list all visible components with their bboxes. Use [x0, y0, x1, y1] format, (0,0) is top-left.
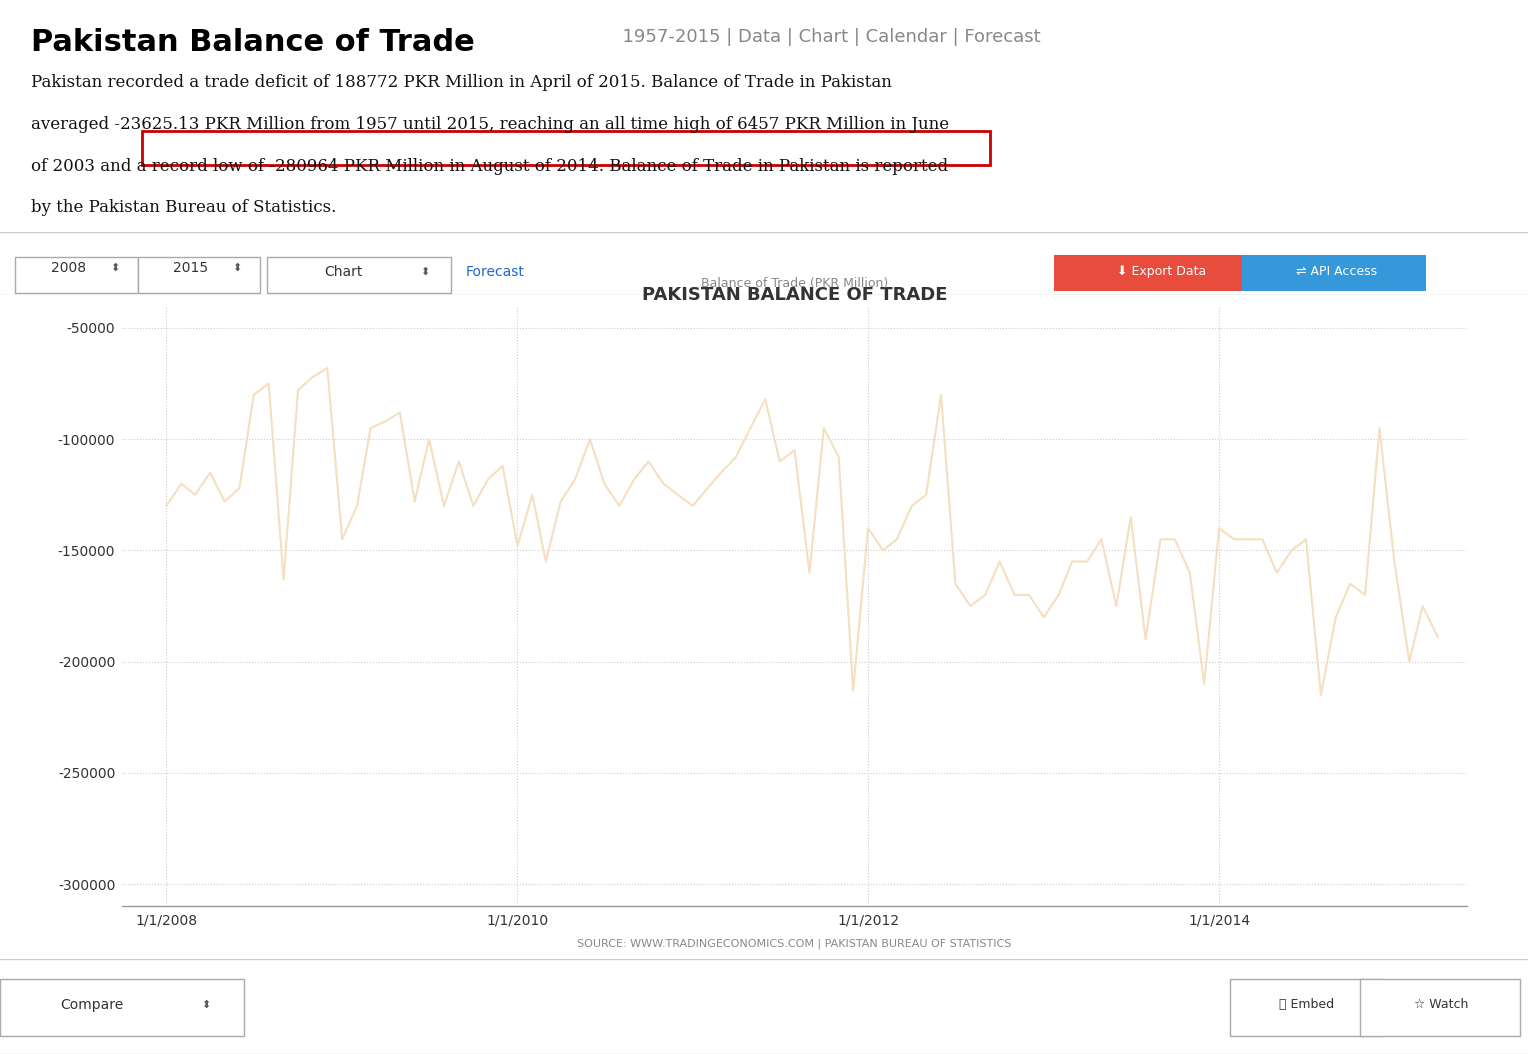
Text: 🖼 Embed: 🖼 Embed — [1279, 998, 1334, 1011]
Text: ⬍: ⬍ — [110, 262, 119, 273]
Text: Pakistan recorded a trade deficit of 188772 PKR Million in April of 2015. Balanc: Pakistan recorded a trade deficit of 188… — [31, 74, 891, 92]
Text: ⇌ API Access: ⇌ API Access — [1296, 266, 1378, 278]
Text: ⬍: ⬍ — [232, 262, 241, 273]
Text: SOURCE: WWW.TRADINGECONOMICS.COM | PAKISTAN BUREAU OF STATISTICS: SOURCE: WWW.TRADINGECONOMICS.COM | PAKIS… — [578, 938, 1012, 949]
Text: ⬇ Export Data: ⬇ Export Data — [1117, 266, 1206, 278]
Text: ☆ Watch: ☆ Watch — [1413, 998, 1468, 1011]
Text: averaged -23625.13 PKR Million from 1957 until 2015, reaching an all time high o: averaged -23625.13 PKR Million from 1957… — [31, 116, 949, 133]
Text: Compare: Compare — [60, 998, 124, 1012]
Text: 2008: 2008 — [52, 261, 86, 275]
FancyBboxPatch shape — [1360, 979, 1520, 1036]
Text: by the Pakistan Bureau of Statistics.: by the Pakistan Bureau of Statistics. — [31, 199, 336, 216]
Title: PAKISTAN BALANCE OF TRADE: PAKISTAN BALANCE OF TRADE — [642, 286, 947, 305]
FancyBboxPatch shape — [138, 256, 260, 293]
Text: 2015: 2015 — [174, 261, 208, 275]
FancyBboxPatch shape — [1230, 979, 1383, 1036]
FancyBboxPatch shape — [1054, 255, 1268, 291]
Text: Pakistan Balance of Trade: Pakistan Balance of Trade — [31, 27, 474, 57]
FancyBboxPatch shape — [15, 256, 138, 293]
Text: 1957-2015 | Data | Chart | Calendar | Forecast: 1957-2015 | Data | Chart | Calendar | Fo… — [611, 27, 1041, 45]
Text: Forecast: Forecast — [466, 265, 526, 278]
Text: ⬍: ⬍ — [420, 267, 429, 277]
Text: Chart: Chart — [324, 265, 364, 278]
FancyBboxPatch shape — [267, 256, 451, 293]
Text: Balance of Trade (PKR Million): Balance of Trade (PKR Million) — [701, 277, 888, 290]
Text: of 2003 and a record low of -280964 PKR Million in August of 2014. Balance of Tr: of 2003 and a record low of -280964 PKR … — [31, 158, 947, 175]
FancyBboxPatch shape — [0, 979, 244, 1036]
FancyBboxPatch shape — [1242, 255, 1426, 291]
Text: ⬍: ⬍ — [202, 999, 211, 1010]
